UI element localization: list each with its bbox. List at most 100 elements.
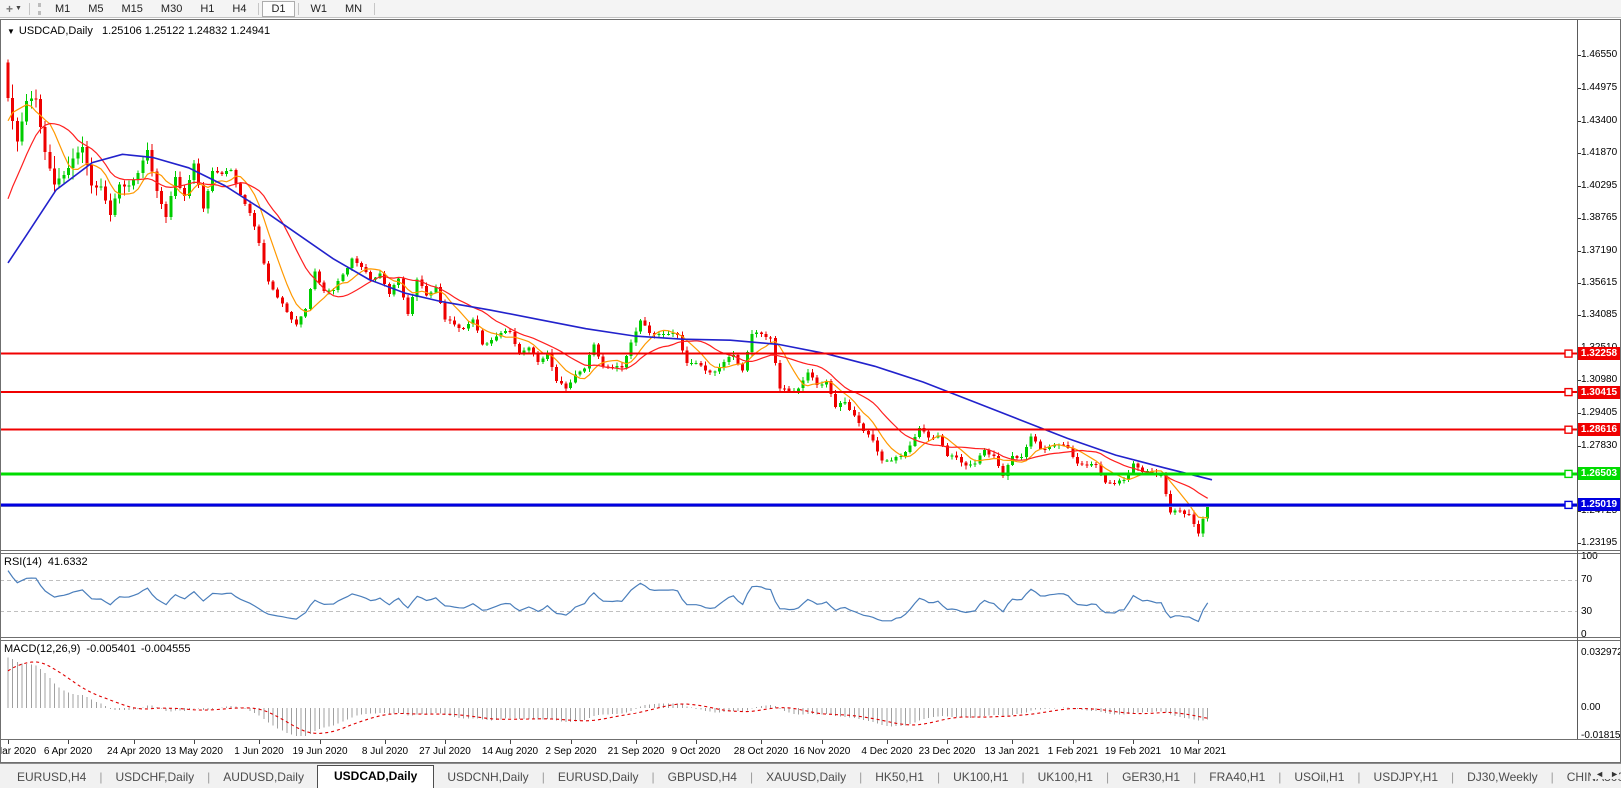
date-tick-mark (8, 740, 9, 744)
date-tick-mark (1133, 740, 1134, 744)
timeframe-button-MN[interactable]: MN (345, 2, 363, 15)
tab-USDCHF-Daily[interactable]: USDCHF,Daily (115, 770, 195, 784)
hline-price-label: 1.32258 (1578, 347, 1620, 360)
tab-USDCAD-Daily[interactable]: USDCAD,Daily (316, 765, 435, 788)
date-label: 2 Sep 2020 (545, 746, 597, 757)
tab-separator: | (1357, 770, 1361, 784)
toolbar-separator (258, 2, 260, 15)
tab-scroll-left-icon[interactable]: ◄ (1595, 769, 1605, 779)
timeframe-buttons: M1 M5 M15 M30 H1 H4 D1 W1 MN (46, 0, 378, 17)
tab-separator: | (1021, 770, 1025, 784)
timeframe-button-M1[interactable]: M1 (54, 2, 71, 15)
tab-scroll-buttons: ◄ ► (1591, 769, 1619, 779)
toolbar-separator (374, 2, 376, 15)
chart-ohlc-values: 1.25106 1.25122 1.24832 1.24941 (101, 25, 271, 37)
cursor-tool-caret-icon[interactable]: ▼ (15, 5, 22, 12)
date-label: 13 Jan 2021 (984, 746, 1040, 757)
macd-main-value: -0.005401 (86, 643, 136, 655)
tab-scroll-right-icon[interactable]: ► (1610, 769, 1619, 779)
price-tick-label: 1.43400 (1581, 115, 1618, 126)
pane-splitter[interactable] (0, 550, 1621, 551)
tab-EURUSD-Daily[interactable]: EURUSD,Daily (557, 770, 639, 784)
date-tick-mark (822, 740, 823, 744)
price-tick-mark (1577, 446, 1581, 447)
date-tick-mark (696, 740, 697, 744)
price-tick-label: 1.46550 (1581, 49, 1618, 60)
date-label: 4 Dec 2020 (861, 746, 913, 757)
macd-axis-label: 0.00 (1581, 702, 1601, 713)
date-tick-mark (445, 740, 446, 744)
price-tick-mark (1577, 283, 1581, 284)
macd-axis-label: -0.018154 (1581, 730, 1621, 741)
date-label: 13 May 2020 (165, 746, 223, 757)
tab-USOil-H1[interactable]: USOil,H1 (1294, 770, 1345, 784)
tab-separator: | (1105, 770, 1110, 784)
timeframe-button-D1[interactable]: D1 (262, 0, 295, 17)
chart-title: ▼ USDCAD,Daily 1.25106 1.25122 1.24832 1.… (7, 25, 270, 37)
tab-FRA40-H1[interactable]: FRA40,H1 (1209, 770, 1266, 784)
tab-XAUUSD-Daily[interactable]: XAUUSD,Daily (766, 770, 847, 784)
price-tick-mark (1577, 251, 1581, 252)
hline-price-label: 1.26503 (1578, 467, 1620, 480)
tab-AUDUSD-Daily[interactable]: AUDUSD,Daily (223, 770, 304, 784)
hline-price-label: 1.25019 (1578, 498, 1620, 511)
price-tick-mark (1577, 153, 1581, 154)
date-label: 9 Oct 2020 (671, 746, 721, 757)
tab-separator: | (207, 770, 211, 784)
date-tick-mark (320, 740, 321, 744)
date-label: 1 Jun 2020 (234, 746, 284, 757)
price-tick-label: 1.40295 (1581, 180, 1618, 191)
toolbar-grip[interactable] (37, 2, 41, 15)
date-label: 16 Nov 2020 (793, 746, 851, 757)
tab-separator: | (859, 770, 863, 784)
date-label: 27 Jul 2020 (419, 746, 471, 757)
date-label: 14 Aug 2020 (481, 746, 539, 757)
tab-USDCNH-Daily[interactable]: USDCNH,Daily (447, 770, 529, 784)
rsi-value: 41.6332 (47, 556, 88, 568)
tab-UK100-H1[interactable]: UK100,H1 (1037, 770, 1093, 784)
timeframe-button-H4[interactable]: H4 (232, 2, 247, 15)
collapse-caret-icon[interactable]: ▼ (7, 27, 15, 36)
date-label: 18 Mar 2020 (0, 746, 37, 757)
date-label: 24 Apr 2020 (107, 746, 161, 757)
date-tick-mark (947, 740, 948, 744)
timeframe-button-M15[interactable]: M15 (121, 2, 143, 15)
tab-GBPUSD-H4[interactable]: GBPUSD,H4 (667, 770, 737, 784)
timeframe-button-H1[interactable]: H1 (200, 2, 215, 15)
date-tick-mark (1012, 740, 1013, 744)
toolbar-separator (297, 2, 299, 15)
price-axis-border (1577, 20, 1578, 739)
tab-separator: | (541, 770, 545, 784)
tab-separator: | (651, 770, 655, 784)
tab-GER30-H1[interactable]: GER30,H1 (1122, 770, 1181, 784)
main-price-chart[interactable] (0, 20, 1577, 550)
date-label: 19 Jun 2020 (292, 746, 348, 757)
timeframe-button-W1[interactable]: W1 (310, 2, 328, 15)
date-tick-mark (761, 740, 762, 744)
tab-EURUSD-H4[interactable]: EURUSD,H4 (17, 770, 87, 784)
tab-separator: | (1193, 770, 1197, 784)
price-tick-label: 1.23195 (1581, 537, 1618, 548)
rsi-chart[interactable] (0, 553, 1577, 637)
tab-DJ30-Weekly[interactable]: DJ30,Weekly (1467, 770, 1538, 784)
tab-HK50-H1[interactable]: HK50,H1 (875, 770, 924, 784)
tab-separator: | (936, 770, 941, 784)
price-tick-mark (1577, 543, 1581, 544)
price-tick-mark (1577, 186, 1581, 187)
pane-splitter[interactable] (0, 637, 1621, 638)
timeframe-button-M30[interactable]: M30 (160, 2, 183, 15)
tab-USDJPY-H1[interactable]: USDJPY,H1 (1373, 770, 1439, 784)
toolbar-separator (28, 2, 30, 15)
macd-chart[interactable] (0, 641, 1577, 738)
tab-UK100-H1[interactable]: UK100,H1 (953, 770, 1009, 784)
cursor-tool-icon[interactable]: + (6, 1, 14, 16)
date-tick-mark (1198, 740, 1199, 744)
tab-separator: | (99, 770, 103, 784)
price-tick-label: 1.37190 (1581, 245, 1618, 256)
date-tick-mark (510, 740, 511, 744)
date-label: 10 Mar 2021 (1169, 746, 1227, 757)
date-label: 28 Oct 2020 (733, 746, 789, 757)
timeframe-button-M5[interactable]: M5 (88, 2, 104, 15)
rsi-indicator-label: RSI(14) 41.6332 (4, 556, 88, 568)
date-tick-mark (134, 740, 135, 744)
